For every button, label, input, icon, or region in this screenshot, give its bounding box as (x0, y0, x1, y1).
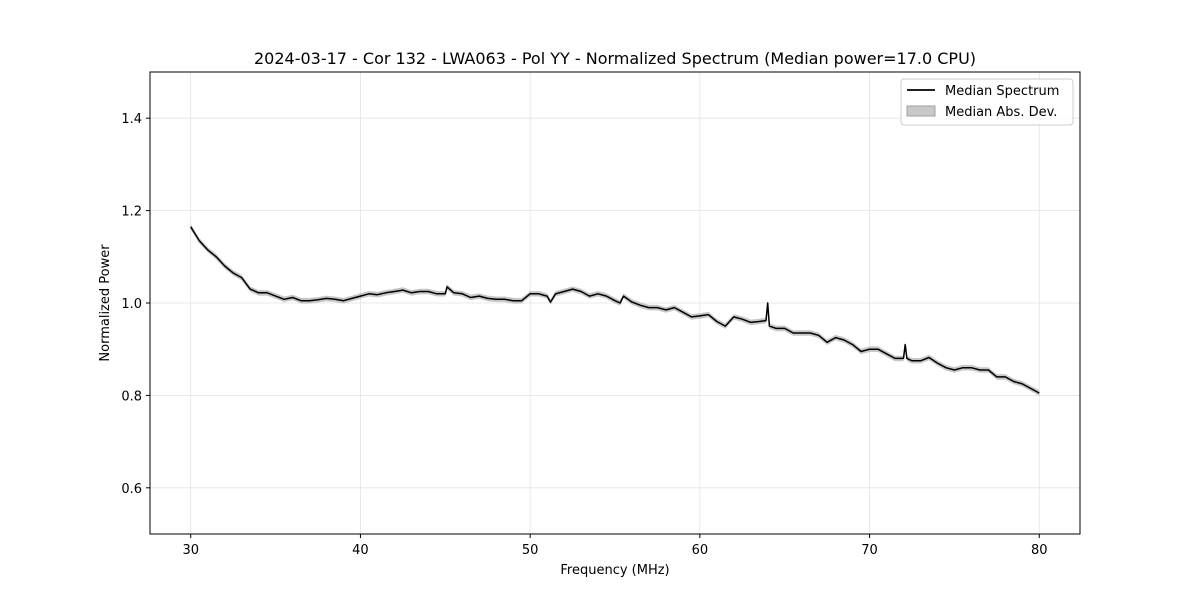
y-tick-label: 0.8 (121, 389, 142, 404)
median-line-layer (190, 226, 1040, 394)
y-axis-label: Normalized Power (98, 244, 113, 362)
y-tick-label: 1.4 (121, 112, 142, 127)
y-axis-ticks: 0.6 0.8 1.0 1.2 1.4 (121, 112, 150, 497)
x-tick-label: 60 (692, 543, 709, 558)
x-tick-label: 50 (522, 543, 539, 558)
legend-entry-median-spectrum: Median Spectrum (945, 84, 1059, 99)
x-axis-ticks: 30 40 50 60 70 80 (182, 534, 1048, 558)
legend-box (900, 78, 1074, 126)
x-tick-label: 30 (182, 543, 199, 558)
y-tick-label: 1.0 (121, 297, 142, 312)
legend-entry-median-abs-dev: Median Abs. Dev. (945, 105, 1057, 120)
x-tick-label: 80 (1031, 543, 1048, 558)
x-axis-label: Frequency (MHz) (560, 563, 669, 578)
legend-band-swatch (906, 105, 936, 117)
y-tick-label: 1.2 (121, 205, 142, 220)
x-tick-label: 70 (861, 543, 878, 558)
median-spectrum-line (190, 226, 1040, 394)
legend: Median Spectrum Median Abs. Dev. (900, 78, 1074, 126)
y-tick-label: 0.6 (121, 482, 142, 497)
x-tick-label: 40 (352, 543, 369, 558)
chart-title: 2024-03-17 - Cor 132 - LWA063 - Pol YY -… (254, 49, 976, 68)
